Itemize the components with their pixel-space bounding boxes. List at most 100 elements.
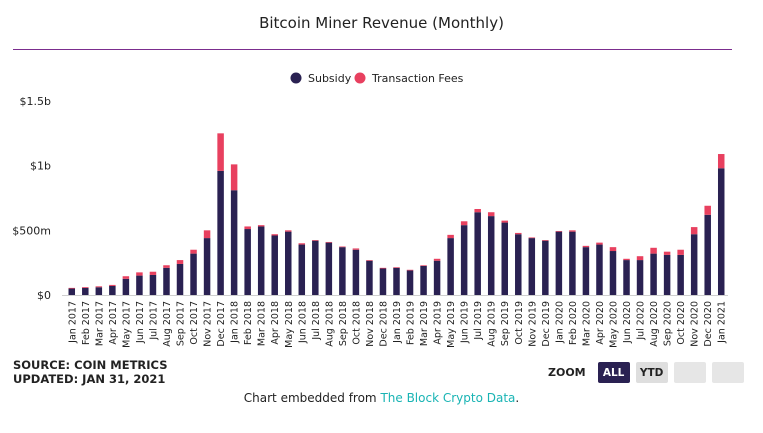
bar-transaction-fees[interactable] — [271, 234, 278, 236]
bar-transaction-fees[interactable] — [352, 248, 360, 250]
bar-subsidy[interactable] — [460, 225, 468, 295]
bar-transaction-fees[interactable] — [325, 241, 333, 243]
bar-subsidy[interactable] — [704, 214, 711, 295]
bar-transaction-fees[interactable] — [542, 240, 549, 241]
bar-subsidy[interactable] — [176, 263, 184, 295]
bar-subsidy[interactable] — [515, 234, 522, 295]
bar-subsidy[interactable] — [339, 247, 346, 295]
bar-transaction-fees[interactable] — [420, 265, 427, 266]
bar-transaction-fees[interactable] — [663, 251, 671, 255]
bar-subsidy[interactable] — [569, 231, 576, 295]
bar-subsidy[interactable] — [325, 242, 333, 295]
bar-subsidy[interactable] — [677, 254, 684, 295]
legend-item[interactable]: Transaction Fees — [354, 72, 464, 85]
bar-transaction-fees[interactable] — [82, 287, 89, 288]
bar-transaction-fees[interactable] — [95, 286, 103, 288]
bar-transaction-fees[interactable] — [487, 212, 495, 217]
zoom-all-button[interactable]: ALL — [597, 362, 630, 383]
bar-subsidy[interactable] — [163, 267, 170, 295]
bar-subsidy[interactable] — [636, 260, 644, 295]
bar-subsidy[interactable] — [203, 238, 211, 295]
bar-transaction-fees[interactable] — [366, 260, 373, 261]
zoom-option-button[interactable] — [673, 362, 706, 383]
bar-subsidy[interactable] — [528, 238, 536, 295]
bar-subsidy[interactable] — [623, 260, 630, 295]
bar-transaction-fees[interactable] — [339, 246, 346, 248]
bar-subsidy[interactable] — [352, 249, 360, 295]
bar-subsidy[interactable] — [420, 265, 427, 295]
bar-transaction-fees[interactable] — [582, 245, 590, 248]
bar-transaction-fees[interactable] — [717, 154, 725, 169]
bar-transaction-fees[interactable] — [474, 208, 481, 213]
bar-subsidy[interactable] — [542, 240, 549, 295]
bar-transaction-fees[interactable] — [109, 284, 116, 286]
bar-transaction-fees[interactable] — [433, 258, 441, 261]
bar-transaction-fees[interactable] — [257, 225, 265, 227]
bar-subsidy[interactable] — [68, 288, 76, 295]
bar-subsidy[interactable] — [555, 231, 563, 295]
bar-transaction-fees[interactable] — [460, 221, 468, 226]
bar-transaction-fees[interactable] — [515, 232, 522, 235]
bar-transaction-fees[interactable] — [379, 267, 387, 269]
bar-subsidy[interactable] — [487, 216, 495, 295]
bar-transaction-fees[interactable] — [285, 230, 292, 232]
bar-transaction-fees[interactable] — [596, 242, 603, 245]
bar-subsidy[interactable] — [717, 168, 725, 295]
bar-subsidy[interactable] — [312, 240, 319, 295]
bar-transaction-fees[interactable] — [555, 230, 563, 232]
bar-subsidy[interactable] — [271, 235, 278, 295]
bar-transaction-fees[interactable] — [406, 269, 414, 271]
bar-subsidy[interactable] — [366, 260, 373, 295]
zoom-ytd-button[interactable]: YTD — [635, 362, 668, 383]
bar-transaction-fees[interactable] — [623, 258, 630, 261]
bar-subsidy[interactable] — [474, 212, 481, 295]
bar-transaction-fees[interactable] — [636, 256, 644, 261]
bar-transaction-fees[interactable] — [650, 247, 657, 254]
bar-transaction-fees[interactable] — [501, 220, 508, 223]
bar-subsidy[interactable] — [406, 270, 414, 295]
bar-subsidy[interactable] — [393, 267, 400, 295]
bar-subsidy[interactable] — [298, 244, 306, 295]
bar-subsidy[interactable] — [609, 251, 617, 295]
bar-transaction-fees[interactable] — [393, 267, 400, 268]
bar-subsidy[interactable] — [136, 275, 143, 295]
zoom-option-button[interactable] — [711, 362, 744, 383]
bar-transaction-fees[interactable] — [569, 230, 576, 232]
bar-subsidy[interactable] — [379, 268, 387, 295]
bar-subsidy[interactable] — [109, 285, 116, 295]
bar-subsidy[interactable] — [190, 253, 197, 295]
bar-transaction-fees[interactable] — [190, 249, 197, 254]
bar-transaction-fees[interactable] — [163, 265, 170, 268]
bar-transaction-fees[interactable] — [230, 164, 238, 191]
bar-transaction-fees[interactable] — [528, 237, 536, 239]
bar-transaction-fees[interactable] — [203, 230, 211, 239]
bar-subsidy[interactable] — [285, 231, 292, 295]
bar-transaction-fees[interactable] — [122, 276, 130, 279]
legend-item[interactable]: Subsidy — [290, 72, 352, 85]
bar-subsidy[interactable] — [217, 170, 224, 295]
bar-transaction-fees[interactable] — [677, 249, 684, 255]
bar-transaction-fees[interactable] — [176, 260, 184, 264]
bar-subsidy[interactable] — [95, 287, 103, 295]
bar-transaction-fees[interactable] — [298, 243, 306, 245]
bar-subsidy[interactable] — [663, 254, 671, 295]
bar-transaction-fees[interactable] — [609, 247, 617, 252]
bar-subsidy[interactable] — [230, 190, 238, 295]
bar-transaction-fees[interactable] — [217, 133, 224, 171]
bar-subsidy[interactable] — [596, 244, 603, 295]
bar-subsidy[interactable] — [690, 234, 698, 295]
bar-transaction-fees[interactable] — [704, 205, 711, 215]
embed-link[interactable]: The Block Crypto Data — [380, 391, 516, 405]
bar-subsidy[interactable] — [650, 253, 657, 295]
bar-transaction-fees[interactable] — [68, 287, 76, 289]
bar-subsidy[interactable] — [244, 229, 251, 295]
bar-transaction-fees[interactable] — [312, 240, 319, 241]
bar-transaction-fees[interactable] — [447, 234, 454, 239]
bar-transaction-fees[interactable] — [136, 272, 143, 276]
bar-subsidy[interactable] — [582, 247, 590, 295]
bar-subsidy[interactable] — [433, 260, 441, 295]
bar-transaction-fees[interactable] — [244, 226, 251, 230]
bar-subsidy[interactable] — [501, 222, 508, 295]
bar-transaction-fees[interactable] — [149, 271, 157, 275]
bar-subsidy[interactable] — [122, 278, 130, 295]
